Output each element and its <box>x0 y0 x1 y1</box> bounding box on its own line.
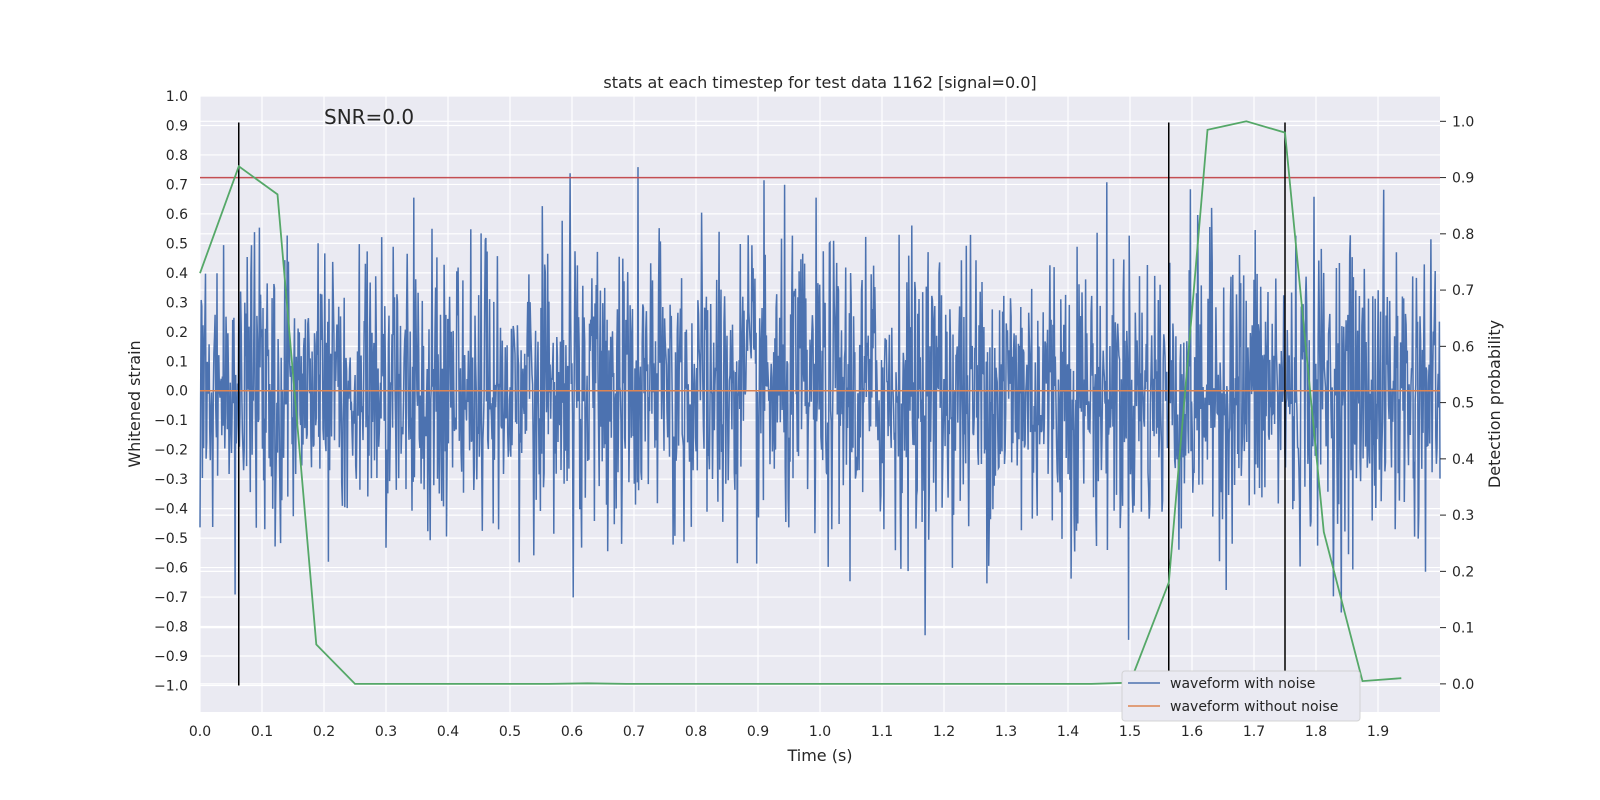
y2-axis-label: Detection probability <box>1485 320 1504 488</box>
y-tick-label: 0.7 <box>166 177 188 193</box>
x-tick-label: 1.0 <box>809 724 831 740</box>
x-tick-label: 1.8 <box>1305 724 1327 740</box>
x-tick-label: 0.4 <box>437 724 459 740</box>
x-tick-label: 1.9 <box>1367 724 1389 740</box>
x-tick-label: 1.1 <box>871 724 893 740</box>
y-tick-label: −0.1 <box>154 413 188 429</box>
y-tick-label: 0.3 <box>166 295 188 311</box>
y2-tick-label: 0.7 <box>1452 283 1474 299</box>
x-tick-label: 1.4 <box>1057 724 1079 740</box>
x-tick-label: 0.8 <box>685 724 707 740</box>
y-tick-label: −0.5 <box>154 531 188 547</box>
y2-tick-label: 0.1 <box>1452 621 1474 637</box>
y-tick-label: 1.0 <box>166 89 188 105</box>
x-tick-label: 1.6 <box>1181 724 1203 740</box>
x-tick-label: 1.7 <box>1243 724 1265 740</box>
y2-tick-label: 0.5 <box>1452 396 1474 412</box>
y-tick-label: −0.2 <box>154 443 188 459</box>
y2-tick-label: 0.9 <box>1452 171 1474 187</box>
y-tick-label: −1.0 <box>154 678 188 694</box>
x-tick-label: 0.7 <box>623 724 645 740</box>
x-tick-label: 0.6 <box>561 724 583 740</box>
y-tick-label: 0.2 <box>166 325 188 341</box>
x-tick-label: 1.2 <box>933 724 955 740</box>
x-axis: 0.0 0.1 0.2 0.3 0.4 0.5 0.6 0.7 0.8 0.9 1.0 1.1 1.2 1… <box>189 724 1389 740</box>
y-tick-label: −0.6 <box>154 561 188 577</box>
y-tick-label: 0.8 <box>166 148 188 164</box>
y-axis-left: 1.0 0.9 0.8 0.7 0.6 0.5 0.4 0.3 0.2 0.1 0.0 −0.1 −0.… <box>154 89 188 694</box>
y-tick-label: −0.8 <box>154 620 188 636</box>
probability-line <box>199 120 1402 685</box>
y-tick-label: 0.1 <box>166 354 188 370</box>
y-tick-label: 0.4 <box>166 266 188 282</box>
legend-box <box>1121 670 1361 722</box>
x-tick-label: 0.3 <box>375 724 397 740</box>
event-markers <box>238 122 1286 686</box>
y2-tick-label: 0.6 <box>1452 339 1474 355</box>
y-tick-label: −0.9 <box>154 649 188 665</box>
y-tick-label: −0.7 <box>154 590 188 606</box>
x-tick-label: 1.5 <box>1119 724 1141 740</box>
y-axis-label: Whitened strain <box>125 340 144 467</box>
y2-tick-label: 0.8 <box>1452 227 1474 243</box>
y-tick-label: 0.6 <box>166 207 188 223</box>
x-tick-label: 0.1 <box>251 724 273 740</box>
y2-tick-label: 0.0 <box>1452 677 1474 693</box>
y2-tick-label: 1.0 <box>1452 114 1474 130</box>
y-axis-right: 1.0 0.9 0.8 0.7 0.6 0.5 0.4 0.3 0.2 0.1 0.0 <box>1440 114 1474 693</box>
y2-tick-label: 0.3 <box>1452 508 1474 524</box>
y-tick-label: 0.9 <box>166 118 188 134</box>
snr-annotation: SNR=0.0 <box>324 105 414 129</box>
y2-tick-label: 0.4 <box>1452 452 1474 468</box>
y-tick-label: −0.3 <box>154 472 188 488</box>
x-tick-label: 0.0 <box>189 724 211 740</box>
y2-tick-label: 0.2 <box>1452 564 1474 580</box>
x-tick-label: 0.9 <box>747 724 769 740</box>
y-tick-label: 0.5 <box>166 236 188 252</box>
x-tick-label: 0.5 <box>499 724 521 740</box>
x-tick-label: 1.3 <box>995 724 1017 740</box>
legend: waveform with noise waveform without noi… <box>1121 670 1361 722</box>
legend-label-clean: waveform without noise <box>1170 699 1338 715</box>
y-tick-label: 0.0 <box>166 384 188 400</box>
y-tick-label: −0.4 <box>154 502 188 518</box>
x-tick-label: 0.2 <box>313 724 335 740</box>
legend-label-noise: waveform with noise <box>1170 676 1315 692</box>
x-axis-label: Time (s) <box>786 746 852 765</box>
chart-title: stats at each timestep for test data 116… <box>603 73 1036 92</box>
series-detection-probability <box>199 120 1402 685</box>
